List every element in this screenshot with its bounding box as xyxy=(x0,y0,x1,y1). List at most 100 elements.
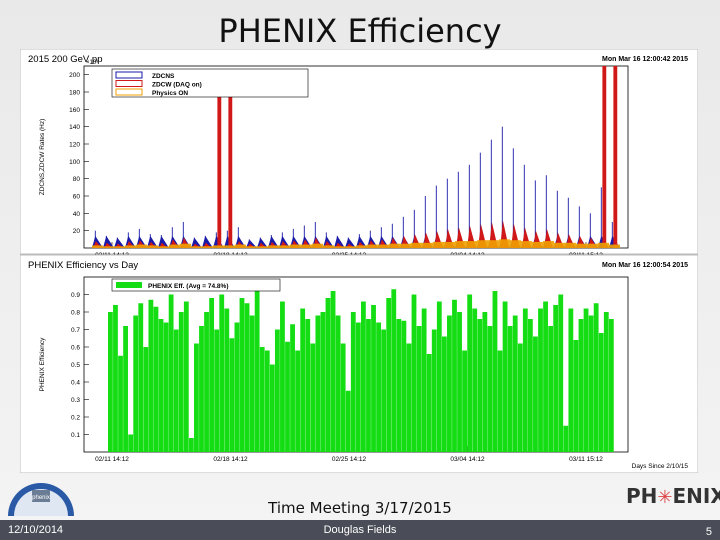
legend-swatch-efficiency xyxy=(116,282,142,288)
physics-on-bar xyxy=(367,244,378,248)
efficiency-bar xyxy=(588,315,594,452)
physics-on-bar xyxy=(92,245,103,248)
zdcns-fill xyxy=(191,237,202,248)
y-tick-label: 0.2 xyxy=(71,415,80,422)
efficiency-bar xyxy=(467,294,473,452)
y-tick-label: 80 xyxy=(73,176,81,183)
efficiency-bar xyxy=(295,350,301,452)
efficiency-bar xyxy=(138,303,144,452)
legend-box xyxy=(111,278,281,292)
efficiency-bar xyxy=(371,305,376,452)
footer-page-number: 5 xyxy=(705,526,712,538)
efficiency-bar xyxy=(381,329,387,452)
y-axis-label: PHENIX Efficiency xyxy=(39,337,46,391)
physics-on-bar xyxy=(301,244,312,248)
chart-title: PHENIX Efficiency vs Day xyxy=(28,260,138,271)
efficiency-bar xyxy=(128,434,134,452)
y-tick-label: 0.7 xyxy=(71,327,80,334)
efficiency-bar xyxy=(209,298,215,452)
y-tick-label: 200 xyxy=(69,72,80,79)
efficiency-bar xyxy=(608,319,614,452)
efficiency-bar xyxy=(224,308,230,452)
efficiency-bar xyxy=(310,343,316,452)
physics-on-bar xyxy=(334,246,345,248)
zdcw-bar xyxy=(613,66,618,248)
efficiency-bar xyxy=(583,308,589,452)
chart-title: 2015 200 GeV pp xyxy=(28,54,102,65)
efficiency-bar xyxy=(188,438,194,452)
efficiency-bar xyxy=(512,315,518,452)
physics-on-bar xyxy=(378,244,389,248)
efficiency-bar xyxy=(603,312,609,452)
legend-swatch-zdcns xyxy=(115,71,143,79)
efficiency-bar xyxy=(411,294,417,452)
efficiency-bar xyxy=(219,294,225,452)
physics-on-bar xyxy=(268,245,279,248)
y-axis-label: ZDCNS,ZDCW Rates (Hz) xyxy=(39,119,46,196)
legend-box xyxy=(111,68,309,98)
physics-on-bar xyxy=(609,244,620,248)
physics-on-bar xyxy=(554,242,565,248)
y-tick-label: 40 xyxy=(73,211,81,218)
physics-on-bar xyxy=(587,243,598,248)
y-tick-label: 140 xyxy=(69,124,80,131)
physics-on-bar xyxy=(433,241,444,248)
efficiency-bar xyxy=(391,289,397,452)
efficiency-bar xyxy=(487,326,493,452)
efficiency-bar xyxy=(522,308,528,452)
efficiency-bar xyxy=(355,322,361,452)
efficiency-bar xyxy=(285,341,290,452)
chart-timestamp: Mon Mar 16 12:00:42 2015 xyxy=(602,56,688,63)
meeting-text: Time Meeting 3/17/2015 xyxy=(268,499,452,517)
physics-on-bar xyxy=(169,244,180,248)
efficiency-bar xyxy=(153,306,159,452)
efficiency-bar xyxy=(194,343,199,452)
efficiency-bar xyxy=(563,425,569,452)
y-tick-label: 100 xyxy=(69,159,80,166)
physics-on-bar xyxy=(466,241,477,248)
phenix-logo-left: phenix xyxy=(8,483,74,516)
chart-timestamp: Mon Mar 16 12:00:54 2015 xyxy=(602,262,688,269)
physics-on-bar xyxy=(543,241,554,248)
y-tick-label: 0.1 xyxy=(71,432,80,439)
x-tick-label: 02/25 14:12 xyxy=(332,456,367,463)
physics-on-bar xyxy=(455,241,466,248)
physics-on-bar xyxy=(235,244,246,248)
physics-on-bar xyxy=(290,244,301,248)
physics-on-bar xyxy=(598,242,609,248)
efficiency-bar xyxy=(436,301,442,452)
efficiency-bar xyxy=(543,301,548,452)
efficiency-bar xyxy=(108,312,113,452)
physics-on-bar xyxy=(411,242,422,248)
efficiency-bar xyxy=(340,343,346,452)
efficiency-bar xyxy=(315,315,321,452)
y-tick-label: 0.3 xyxy=(71,397,80,404)
efficiency-bar xyxy=(457,312,462,452)
x-tick-label: 02/11 14:12 xyxy=(95,456,129,463)
efficiency-bar xyxy=(573,340,579,452)
logo-right-part-b: ENIX xyxy=(672,484,720,508)
efficiency-bar xyxy=(426,354,432,452)
efficiency-bar xyxy=(290,324,295,452)
physics-on-bar xyxy=(213,245,224,248)
efficiency-bar xyxy=(386,298,392,452)
footer-bar xyxy=(0,520,720,540)
efficiency-bar xyxy=(244,303,250,452)
efficiency-bar xyxy=(553,305,559,452)
y-tick-label: 0.6 xyxy=(71,345,80,352)
physics-on-bar xyxy=(400,243,411,248)
y-tick-label: 20 xyxy=(73,228,81,235)
x-tick-label: 02/18 14:12 xyxy=(213,456,248,463)
efficiency-bar xyxy=(477,319,483,452)
efficiency-bar xyxy=(345,390,351,452)
efficiency-bar xyxy=(361,301,366,452)
efficiency-bar xyxy=(280,301,285,452)
efficiency-bar xyxy=(163,322,169,452)
efficiency-bar xyxy=(431,329,437,452)
logo-star-icon: ✳ xyxy=(657,487,673,508)
x-tick-label: 03/04 14:12 xyxy=(450,456,485,463)
efficiency-bar xyxy=(447,315,452,452)
logo-right-part-a: PH xyxy=(626,484,658,508)
zdcw-bar xyxy=(602,66,607,248)
efficiency-bar xyxy=(376,322,381,452)
